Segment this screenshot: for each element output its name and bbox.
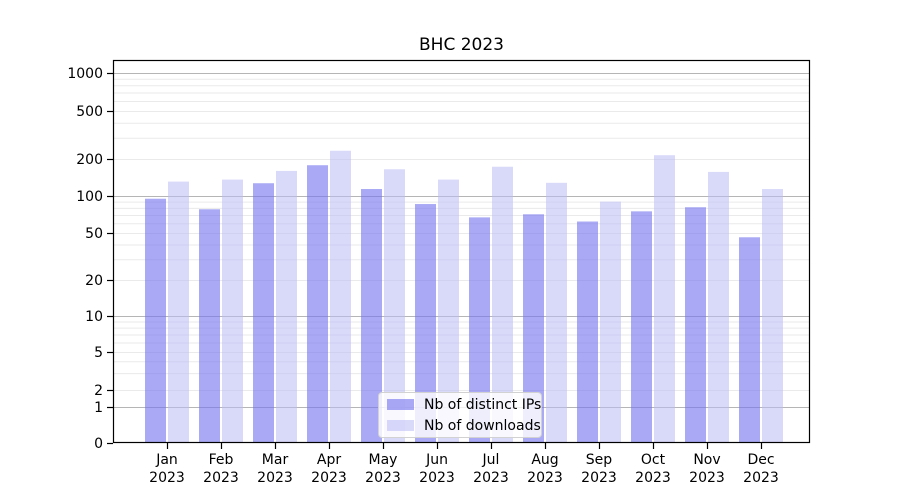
x-tick-label-year: 2023 [203,470,239,486]
y-tick-label: 1 [94,400,103,416]
x-tick-label-month: Sep [586,452,613,468]
bar-distinct-ips-jun [415,204,436,443]
legend-item-downloads: Nb of downloads [379,417,541,435]
bar-distinct-ips-oct [631,211,652,443]
bar-downloads-apr [330,150,351,444]
legend-swatch-downloads [387,420,414,431]
y-tick-label: 5 [94,345,103,361]
legend-box: Nb of distinct IPs Nb of downloads [378,392,542,438]
bar-downloads-sep [600,201,621,443]
bar-distinct-ips-may [361,189,382,443]
x-tick-label-month: Mar [262,452,289,468]
y-tick-label: 200 [76,152,103,168]
y-tick-label: 500 [76,104,103,120]
bar-downloads-mar [276,170,297,443]
x-tick-label-month: Nov [693,452,720,468]
legend-swatch-distinct-ips [387,399,414,410]
bar-distinct-ips-dec [739,237,760,443]
x-tick-label-year: 2023 [473,470,509,486]
bar-distinct-ips-feb [199,209,220,443]
y-tick-label: 10 [85,309,103,325]
y-tick-label: 0 [94,436,103,452]
x-tick-label-year: 2023 [527,470,563,486]
bar-distinct-ips-mar [253,183,274,444]
bar-downloads-feb [222,179,243,443]
bar-distinct-ips-apr [307,165,328,444]
x-tick-label-month: Feb [209,452,234,468]
x-tick-label-month: Jun [425,452,448,468]
x-tick-label-year: 2023 [581,470,617,486]
bar-distinct-ips-jan [145,198,166,443]
bar-distinct-ips-nov [685,207,706,443]
x-tick-label-year: 2023 [743,470,779,486]
y-tick-label: 100 [76,189,103,205]
x-tick-label-month: Jan [155,452,178,468]
x-tick-label-month: Dec [747,452,774,468]
x-tick-label-month: Oct [641,452,666,468]
x-tick-label-year: 2023 [149,470,185,486]
legend-label-distinct-ips: Nb of distinct IPs [424,396,542,413]
y-tick-label: 50 [85,226,103,242]
bar-downloads-jan [168,181,189,443]
bar-distinct-ips-sep [577,221,598,443]
x-tick-label-year: 2023 [689,470,725,486]
x-tick-label-year: 2023 [635,470,671,486]
plot-border [112,59,811,444]
x-tick-label-year: 2023 [311,470,347,486]
x-tick-label-year: 2023 [365,470,401,486]
x-tick-label-year: 2023 [419,470,455,486]
x-tick-label-month: May [369,452,398,468]
bar-downloads-oct [654,155,675,443]
bar-downloads-nov [708,171,729,444]
y-tick-label: 1000 [67,66,103,82]
chart-title: BHC 2023 [419,35,504,55]
y-tick-label: 2 [94,383,103,399]
x-tick-label-month: Jul [482,452,500,468]
y-tick-label: 20 [85,273,103,289]
bar-distinct-ips-aug [523,214,544,443]
bar-downloads-dec [762,189,783,443]
x-tick-label-year: 2023 [257,470,293,486]
legend-item-distinct-ips: Nb of distinct IPs [379,396,541,414]
legend-label-downloads: Nb of downloads [424,417,541,434]
bar-distinct-ips-jul [469,217,490,443]
bar-downloads-aug [546,182,567,443]
bar-downloads-jun [438,179,459,443]
x-tick-label-month: Apr [317,452,341,468]
bar-downloads-may [384,169,405,444]
bar-downloads-jul [492,166,513,443]
x-tick-label-month: Aug [531,452,558,468]
